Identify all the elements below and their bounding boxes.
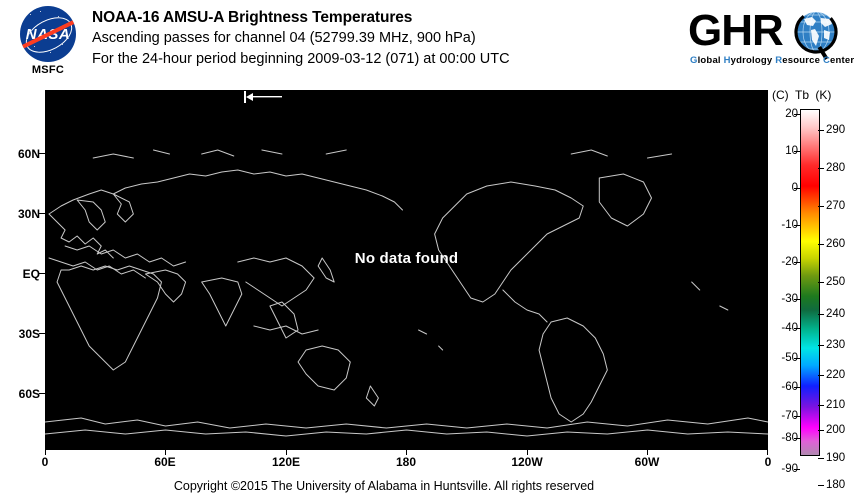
nasa-logo: NASA MSFC (12, 6, 84, 78)
colorbar-kelvin-label: 200 (826, 424, 846, 436)
colorbar-celsius-tick (794, 188, 800, 189)
x-tick-label-60w: 60W (634, 455, 660, 469)
colorbar-celsius-label: -70 (781, 410, 798, 422)
x-axis-tick (767, 450, 768, 455)
colorbar-kelvin-label: 260 (826, 238, 846, 250)
colorbar-header-variable: Tb (795, 88, 810, 102)
colorbar-kelvin-tick (818, 244, 824, 245)
colorbar-celsius-tick (794, 416, 800, 417)
colorbar-celsius-label: -20 (781, 256, 798, 268)
colorbar-kelvin-tick (818, 282, 824, 283)
colorbar-gradient (800, 109, 820, 456)
y-axis-tick (39, 273, 45, 274)
ghrc-subtitle: Global Hydrology Resource Center (690, 55, 854, 66)
x-tick-label-0w: 0 (41, 455, 49, 469)
y-tick-label-60s: 60S (18, 387, 40, 401)
y-tick-label-30s: 30S (18, 327, 40, 341)
ghrc-logo: GHR Global Hydrology Resource Center (688, 6, 854, 70)
y-axis-tick (39, 393, 45, 394)
no-data-message: No data found (354, 250, 459, 267)
x-tick-label-180: 180 (395, 455, 417, 469)
x-tick-label-0e: 0 (764, 455, 772, 469)
y-axis-tick (39, 333, 45, 334)
y-tick-label-30n: 30N (17, 207, 40, 221)
x-axis-tick (647, 450, 648, 455)
y-axis-tick (39, 213, 45, 214)
colorbar-kelvin-label: 270 (826, 200, 846, 212)
colorbar-celsius-tick (794, 328, 800, 329)
colorbar-celsius-label: -50 (781, 352, 798, 364)
colorbar-kelvin-tick (818, 458, 824, 459)
x-axis-tick (406, 450, 407, 455)
colorbar-celsius-tick (794, 358, 800, 359)
colorbar-kelvin-label: 290 (826, 124, 846, 136)
colorbar-kelvin-tick (818, 130, 824, 131)
nasa-meatball-icon: NASA (20, 6, 76, 62)
world-map-panel[interactable]: No data found (45, 90, 768, 450)
colorbar-celsius-tick (794, 225, 800, 226)
colorbar-celsius-tick (794, 262, 800, 263)
colorbar-kelvin-tick (818, 405, 824, 406)
colorbar-kelvin-tick (818, 206, 824, 207)
x-tick-label-60e: 60E (154, 455, 176, 469)
colorbar-celsius-tick (794, 114, 800, 115)
colorbar-kelvin-tick (818, 168, 824, 169)
x-axis-tick (165, 450, 166, 455)
y-axis-tick (39, 153, 45, 154)
colorbar-kelvin-tick (818, 375, 824, 376)
x-axis-tick (286, 450, 287, 455)
colorbar-kelvin-tick (818, 345, 824, 346)
y-tick-label-60n: 60N (17, 147, 40, 161)
chart-title-block: NOAA-16 AMSU-A Brightness Temperatures A… (92, 8, 510, 70)
copyright-notice: Copyright ©2015 The University of Alabam… (173, 479, 595, 493)
x-tick-label-120w: 120W (511, 455, 543, 469)
colorbar-celsius-label: -90 (781, 463, 798, 475)
chart-subtitle: Ascending passes for channel 04 (52799.3… (92, 30, 476, 46)
colorbar-header-celsius: (C) (772, 88, 789, 102)
colorbar-kelvin-label: 250 (826, 276, 846, 288)
colorbar-celsius-label: -30 (781, 293, 798, 305)
colorbar-kelvin-tick (818, 485, 824, 486)
left-arrow-marker-icon (243, 91, 283, 105)
colorbar-kelvin-tick (818, 430, 824, 431)
colorbar-celsius-label: -80 (781, 432, 798, 444)
colorbar-celsius-tick (794, 299, 800, 300)
nasa-center-label: MSFC (31, 64, 65, 76)
colorbar-kelvin-label: 240 (826, 308, 846, 320)
colorbar-kelvin-label: 230 (826, 339, 846, 351)
colorbar-header-kelvin: (K) (815, 88, 832, 102)
colorbar-celsius-label: -60 (781, 381, 798, 393)
coastline-map (45, 149, 768, 437)
colorbar-kelvin-label: 280 (826, 162, 846, 174)
ghrc-wordmark: GHR (688, 6, 784, 55)
colorbar-kelvin-label: 220 (826, 369, 846, 381)
x-axis-tick (527, 450, 528, 455)
x-axis-tick (45, 450, 46, 455)
colorbar-celsius-tick (794, 151, 800, 152)
colorbar-kelvin-label: 190 (826, 452, 846, 464)
colorbar-kelvin-label: 210 (826, 399, 846, 411)
colorbar-celsius-tick (794, 469, 800, 470)
colorbar-celsius-label: 10 (785, 145, 798, 157)
colorbar-celsius-tick (794, 387, 800, 388)
colorbar-celsius-label: -10 (781, 219, 798, 231)
colorbar-kelvin-label: 180 (826, 479, 846, 491)
x-tick-label-120e: 120E (271, 455, 301, 469)
colorbar-celsius-label: -40 (781, 322, 798, 334)
page-title: NOAA-16 AMSU-A Brightness Temperatures (92, 9, 413, 26)
y-tick-label-eq: EQ (22, 267, 40, 281)
globe-icon (794, 10, 838, 60)
chart-period: For the 24-hour period beginning 2009-03… (92, 51, 510, 67)
colorbar-kelvin-tick (818, 314, 824, 315)
colorbar-header: (C) Tb (K) (772, 88, 831, 102)
colorbar-celsius-tick (794, 438, 800, 439)
colorbar-celsius-label: 20 (785, 108, 798, 120)
